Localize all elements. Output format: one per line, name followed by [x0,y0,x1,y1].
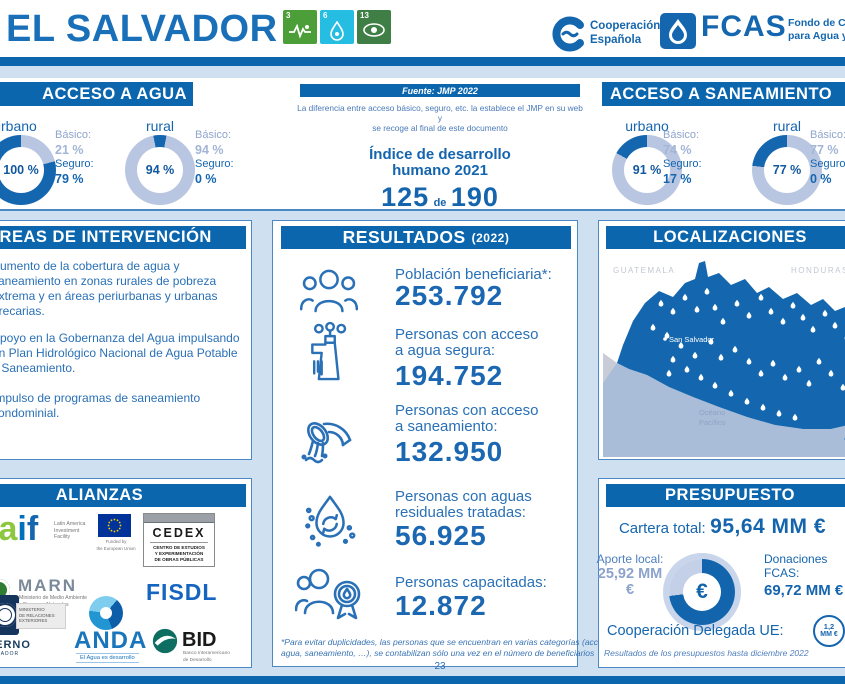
fisdl-logo: FISDL [146,579,218,605]
fcas-acronym: FCAS [701,10,787,43]
el-salvador-map: GUATEMALA HONDURAS San Salvador [603,251,845,457]
result-label: Personas con acceso [395,402,539,419]
result-label: a saneamiento: [395,418,498,435]
treated-water-drop-icon [305,495,356,547]
result-value: 194.752 [395,360,504,391]
saneamiento-urbano-legend: Básico: 74 % Seguro: 17 % [663,129,702,186]
idh-rank: 125 de 190 [381,182,499,212]
saneamiento-rural-label: rural [772,118,801,134]
anda-swirl-icon [89,596,123,630]
localizaciones-panel: LOCALIZACIONES GUATEMALA HONDURAS [598,220,845,460]
svg-text:Pacífico: Pacífico [699,418,726,427]
agua-rural-legend: Básico: 94 % Seguro: 0 % [195,129,234,186]
cooperacion-espanola-label: Cooperación Española [590,20,661,46]
page-number: 23 [434,661,446,672]
donaciones-fcas: Donaciones FCAS: 69,72 MM € [764,552,844,599]
laif-sub: Latin America Investment Facility [54,521,86,540]
bid-swirl-icon [152,628,178,654]
result-value: 132.950 [395,436,504,467]
resultados-panel: RESULTADOS (2022) Población beneficiaria… [272,220,619,667]
marn-logo: MARN [18,576,77,595]
cartera-total: Cartera total: 95,64 MM € [618,515,827,538]
donut-chart-presupuesto: € [669,559,735,625]
people-group-icon [299,269,359,313]
jmp-note: La diferencia entre acceso básico, segur… [297,103,583,133]
sewer-pipe-icon [301,422,352,464]
areas-paragraph-1: Aumento de la cobertura de agua y saneam… [0,259,218,318]
anda-logo: ANDA [74,627,148,654]
result-label: a agua segura: [395,342,496,359]
cooperacion-delegada-label: Cooperación Delegada UE: [607,623,784,639]
top-divider-bar [0,57,845,66]
bid-sub: Banco Interamericano de Desarrollo [183,651,230,663]
result-value: 56.925 [395,520,487,551]
result-value: 253.792 [395,280,504,311]
san-salvador-label: San Salvador [669,335,715,344]
header: EL SALVADOR 3 6 13 [0,0,845,57]
fcas-label: Fondo de Cooperación para Agua y Saneami… [788,17,845,42]
sdg3-icon: 3 [283,10,317,44]
section-header-resultados: RESULTADOS (2022) [281,226,571,249]
oceano-pacifico-label: Océano [699,408,725,417]
eu-flag-sub: Funded by the European Union [96,539,136,551]
marn-seal-icon [0,579,10,601]
section-header-areas: ÁREAS DE INTERVENCIÓN [0,226,246,249]
agua-urbano-legend: Básico: 21 % Seguro: 79 % [55,129,94,186]
result-label: Población beneficiaria*: [395,266,552,283]
section-header-alianzas: ALIANZAS [0,484,246,507]
areas-paragraph-2: Apoyo en la Gobernanza del Agua impulsan… [0,331,240,375]
section-header-localizaciones: LOCALIZACIONES [606,226,845,249]
section-header-presupuesto: PRESUPUESTO [606,484,845,507]
result-label: Personas con acceso [395,326,539,343]
result-value: 12.872 [395,590,487,621]
saneamiento-rural-legend: Básico: 77 % Seguro: 0 % [810,129,845,186]
resultados-footnote: *Para evitar duplicidades, las personas … [281,637,619,658]
result-label: residuales tratadas: [395,504,526,521]
ministerio-rree-box: MINISTERIO DE RELACIONES EXTERIORES [16,603,66,629]
guatemala-label: GUATEMALA [613,266,675,275]
saneamiento-urbano-label: urbano [625,118,669,134]
cooperacion-delegada-badge: 1,2 MM € [813,615,845,647]
anda-tagline: El Agua es desarrollo [76,653,139,663]
donut-chart-saneamiento-rural: 77 % [752,135,822,205]
cedex-logo: CEDEX CENTRO DE ESTUDIOS Y EXPERIMENTACI… [143,513,215,567]
eu-flag-icon [98,514,131,537]
areas-paragraph-3: Impulso de programas de saneamiento cond… [0,391,201,420]
cooperacion-espanola-icon [552,16,584,52]
donut-chart-saneamiento-urbano: 91 % [612,135,682,205]
faucet-icon [311,321,347,381]
agua-rural-label: rural [145,118,174,134]
aporte-local: Aporte local: 25,92 MM € [596,552,664,598]
donut-chart-agua-rural: 94 % [125,135,195,205]
alianzas-panel: ALIANZAS laif Latin America Investment F… [0,478,252,668]
gobierno-seal-icon [0,603,17,627]
fuente-bar: Fuente: JMP 2022 [300,84,580,97]
result-label: Personas capacitadas: [395,574,547,591]
gobierno-label: GOBIERNO DE EL SALVADOR [0,639,31,657]
sdg13-icon: 13 [357,10,391,44]
sdg6-icon: 6 [320,10,354,44]
presupuesto-footnote: Resultados de los presupuestos hasta dic… [604,648,809,658]
page-title: EL SALVADOR [6,8,278,50]
bottom-bar [0,676,845,684]
fcas-drop-icon [660,13,696,49]
bid-logo: BID [182,629,217,651]
donut-chart-agua-urbano: 100 % [0,135,56,205]
section-header-acceso-agua: ACCESO A AGUA [0,82,193,106]
presupuesto-panel: PRESUPUESTO Cartera total: 95,64 MM € Ap… [597,478,845,668]
trained-people-icon [295,568,361,620]
idh-block: Índice de desarrollo humano 2021 125 de … [340,147,540,213]
areas-panel: ÁREAS DE INTERVENCIÓN Aumento de la cobe… [0,220,252,460]
agua-urbano-label: urbano [0,118,37,134]
honduras-label: HONDURAS [791,266,845,275]
laif-logo: laif [0,510,39,548]
result-label: Personas con aguas [395,488,532,505]
section-header-acceso-saneamiento: ACCESO A SANEAMIENTO [602,82,845,106]
